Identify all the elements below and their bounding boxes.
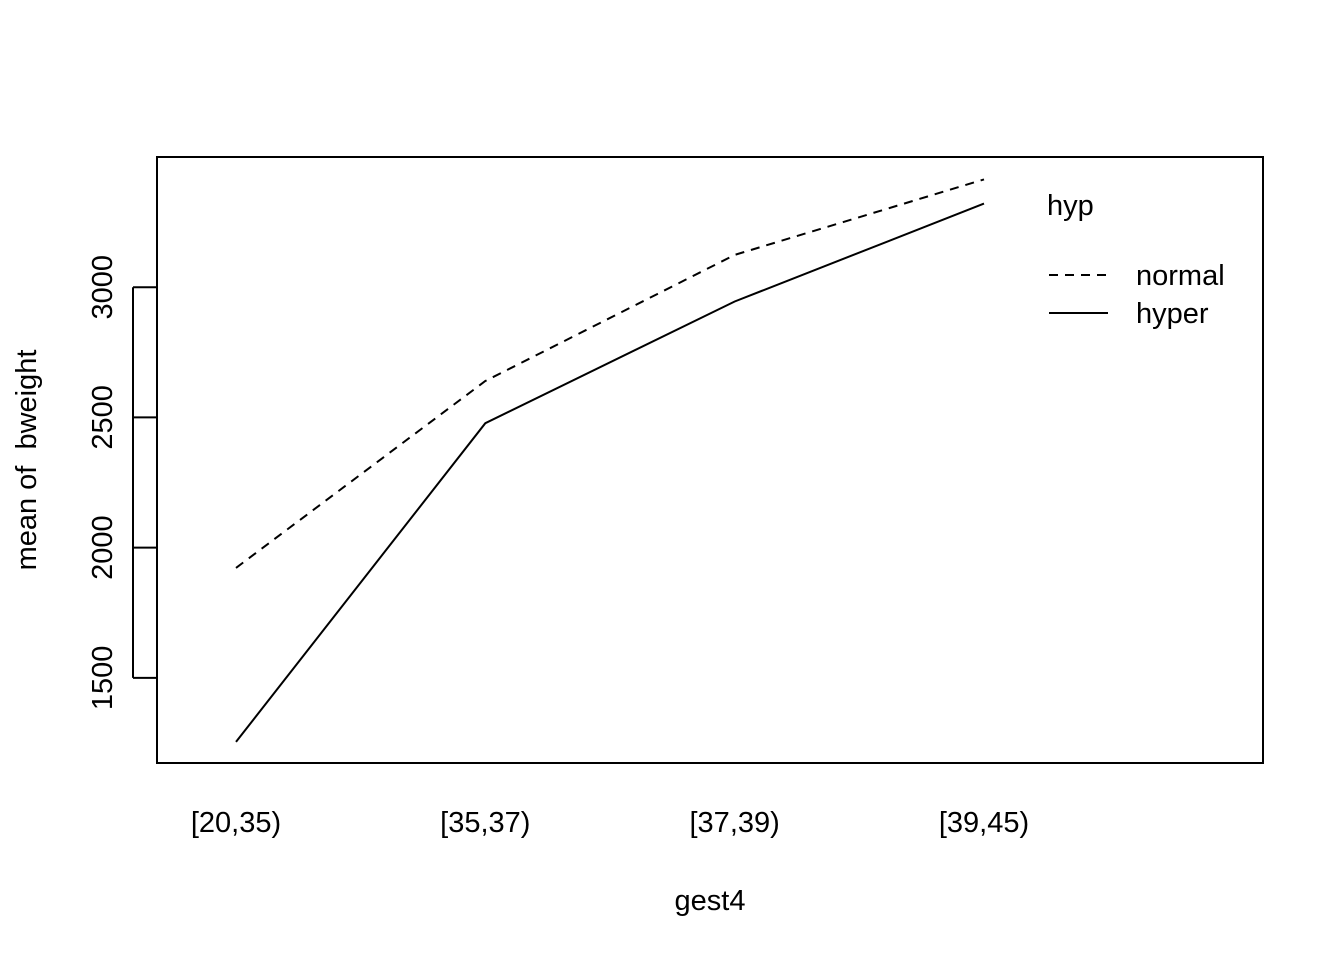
plot-frame [156,156,1264,764]
y-tick-label-2000: 2000 [87,515,119,580]
series-line-normal [235,178,985,569]
legend-label-hyper: hyper [1136,298,1209,330]
x-axis-title: gest4 [675,885,746,917]
y-tick-label-3000: 3000 [87,255,119,320]
series-lines [235,178,985,743]
x-tick-label-1: [35,37) [440,807,530,839]
x-tick-label-3: [39,45) [939,807,1029,839]
legend-title: hyp [1047,190,1094,222]
series-line-hyper [235,202,985,743]
legend: hyp normal hyper [1047,190,1225,330]
y-tick-label-1500: 1500 [87,646,119,711]
x-axis-tick-labels: [20,35) [35,37) [37,39) [39,45) [191,807,1029,839]
x-tick-label-2: [37,39) [690,807,780,839]
legend-label-normal: normal [1136,260,1225,292]
x-tick-label-0: [20,35) [191,807,281,839]
y-axis-title: mean of bweight [11,350,43,571]
y-tick-label-2500: 2500 [87,385,119,450]
y-axis: 1500 2000 2500 3000 [87,255,157,710]
